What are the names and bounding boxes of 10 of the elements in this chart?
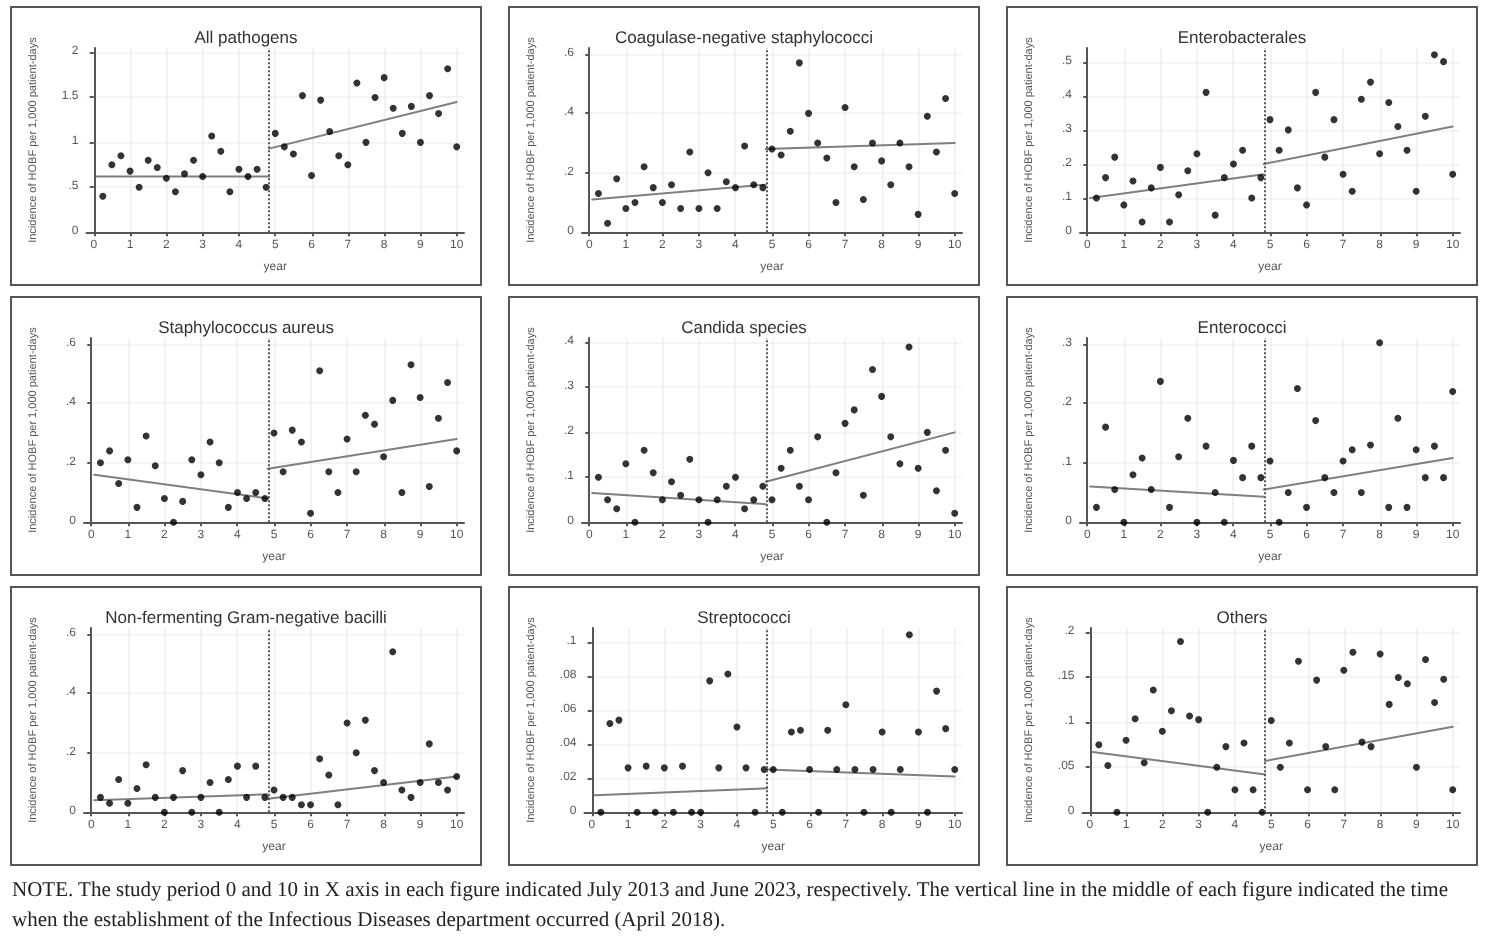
- chart-title: Streptococci: [697, 607, 791, 627]
- chart-title: All pathogens: [194, 27, 298, 47]
- chart-title: Staphylococcus aureus: [158, 317, 334, 337]
- chart-title: Candida species: [681, 317, 807, 337]
- chart-title: Enterobacterales: [1177, 27, 1307, 47]
- chart-title: Enterococci: [1197, 317, 1287, 337]
- chart-title: Non-fermenting Gram-negative bacilli: [105, 607, 387, 627]
- text: NOTE. The study period 0 and 10 in X axis in each figure indicated July 2013 and June 2023, respectively. The vertical line in the middle of each figure indicated the time when the establishment of the Infectious Diseases department occurred (April 2018).: [12, 878, 1450, 936]
- chart-title: Others: [1216, 607, 1268, 627]
- chart-title: Coagulase-negative staphylococci: [615, 27, 874, 47]
